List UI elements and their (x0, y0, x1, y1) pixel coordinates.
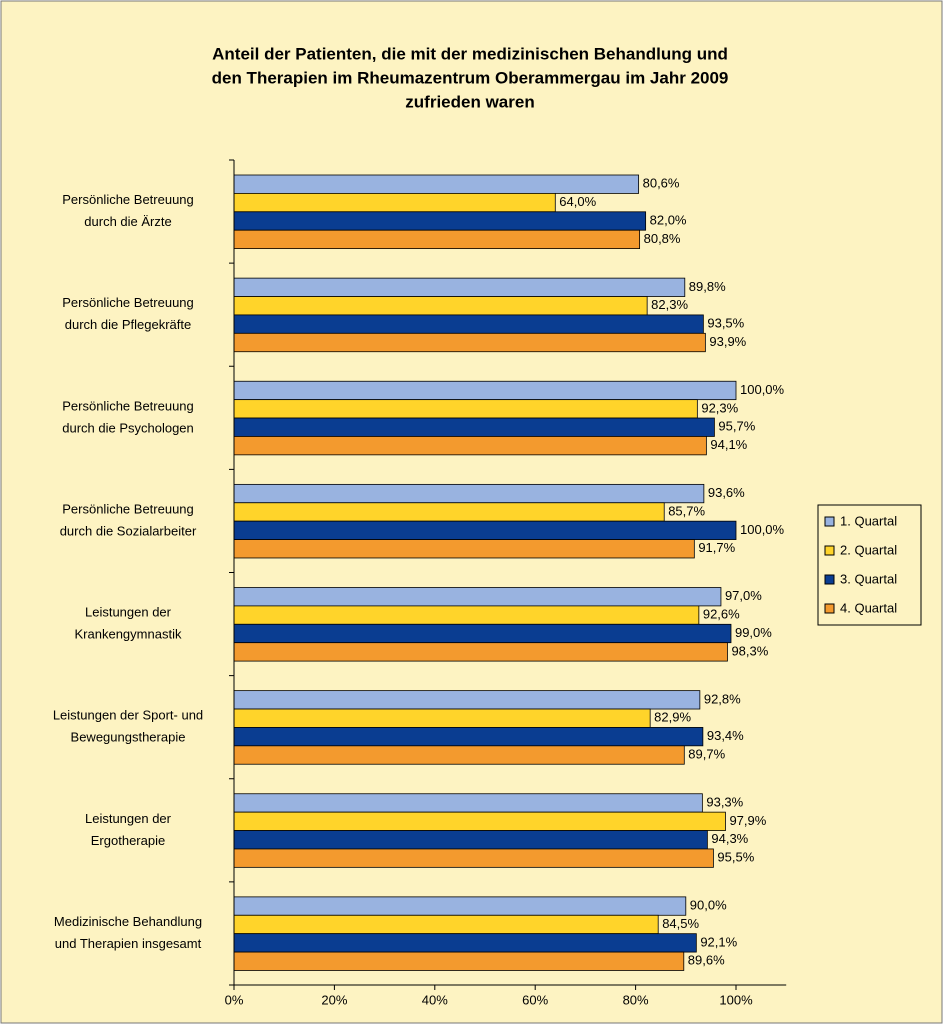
value-label: 92,8% (704, 691, 741, 706)
y-tick-label: Persönliche Betreuung (62, 192, 194, 207)
bar (233, 690, 701, 710)
y-tick-label: Leistungen der (85, 811, 172, 826)
y-tick-label: durch die Ärzte (84, 214, 171, 229)
value-label: 84,5% (662, 916, 699, 931)
value-label: 89,7% (688, 746, 725, 761)
value-label: 92,1% (700, 934, 737, 949)
value-label: 92,6% (703, 607, 740, 622)
value-label: 97,0% (725, 588, 762, 603)
y-tick-label: Leistungen der (85, 605, 172, 620)
value-label: 82,0% (650, 212, 687, 227)
bar (233, 708, 651, 728)
value-label: 80,6% (643, 176, 680, 191)
value-label: 93,9% (709, 334, 746, 349)
legend-swatch (824, 603, 835, 614)
bar (233, 174, 640, 194)
value-label: 93,6% (708, 485, 745, 500)
bar (233, 933, 697, 953)
value-label: 100,0% (740, 522, 785, 537)
value-label: 94,3% (711, 831, 748, 846)
y-tick-label: Persönliche Betreuung (62, 501, 194, 516)
value-label: 95,7% (718, 419, 755, 434)
legend-swatch (824, 516, 835, 527)
x-tick-label: 0% (225, 992, 244, 1007)
value-label: 98,3% (731, 643, 768, 658)
value-label: 91,7% (698, 540, 735, 555)
legend-swatch (824, 545, 835, 556)
y-tick-label: Leistungen der Sport- und (53, 708, 203, 723)
value-label: 89,6% (688, 953, 725, 968)
legend-label: 3. Quartal (840, 571, 897, 586)
y-tick-label: Ergotherapie (91, 833, 165, 848)
x-tick-label: 40% (422, 992, 448, 1007)
bar (233, 229, 641, 249)
x-tick-label: 100% (719, 992, 753, 1007)
y-tick-label: Krankengymnastik (75, 627, 182, 642)
x-tick-label: 20% (321, 992, 347, 1007)
value-label: 97,9% (729, 813, 766, 828)
bar (233, 417, 715, 437)
chart-title: zufrieden waren (405, 92, 534, 111)
bar (233, 436, 707, 456)
y-tick-label: Persönliche Betreuung (62, 295, 194, 310)
bar (233, 502, 665, 522)
chart-title: den Therapien im Rheumazentrum Oberammer… (212, 68, 729, 87)
y-tick-label: Bewegungstherapie (71, 730, 186, 745)
legend-box (817, 504, 922, 626)
bar (233, 811, 726, 831)
bar (233, 277, 686, 297)
value-label: 95,5% (717, 850, 754, 865)
bar (233, 793, 703, 813)
value-label: 93,5% (707, 316, 744, 331)
bar (233, 332, 706, 353)
value-label: 93,3% (706, 794, 743, 809)
y-tick-label: durch die Sozialarbeiter (60, 523, 197, 538)
y-tick-label: durch die Pflegekräfte (65, 317, 191, 332)
y-tick-label: und Therapien insgesamt (55, 936, 202, 951)
y-tick-label: Persönliche Betreuung (62, 398, 194, 413)
x-tick-label: 60% (522, 992, 548, 1007)
bar (233, 211, 647, 231)
bar (233, 642, 728, 662)
bar (233, 745, 685, 765)
chart-title: Anteil der Patienten, die mit der medizi… (212, 44, 728, 63)
bar (233, 951, 685, 971)
legend-swatch (824, 574, 835, 585)
bar (233, 314, 704, 334)
bar (233, 848, 714, 868)
bar (233, 727, 704, 747)
y-tick-label: Medizinische Behandlung (54, 914, 202, 929)
value-label: 89,8% (689, 279, 726, 294)
legend-label: 2. Quartal (840, 542, 897, 557)
bar (233, 399, 698, 419)
value-label: 80,8% (644, 231, 681, 246)
value-label: 100,0% (740, 382, 785, 397)
legend-label: 4. Quartal (840, 600, 897, 615)
bar (233, 587, 722, 607)
y-tick-label: durch die Psychologen (62, 420, 194, 435)
value-label: 64,0% (559, 194, 596, 209)
value-label: 82,3% (651, 297, 688, 312)
value-label: 93,4% (707, 728, 744, 743)
value-label: 90,0% (690, 898, 727, 913)
bar (233, 830, 708, 850)
bar (233, 192, 556, 213)
bar (233, 520, 737, 540)
value-label: 99,0% (735, 625, 772, 640)
value-label: 85,7% (668, 503, 705, 518)
bar (233, 539, 695, 559)
bar (233, 623, 732, 644)
value-label: 92,3% (701, 400, 738, 415)
x-tick-label: 80% (623, 992, 649, 1007)
bar (233, 605, 700, 625)
bar (233, 483, 705, 504)
bar (233, 380, 737, 401)
value-label: 94,1% (710, 437, 747, 452)
bar (233, 296, 648, 316)
value-label: 82,9% (654, 710, 691, 725)
bar (233, 914, 659, 935)
bar (233, 896, 687, 916)
legend-label: 1. Quartal (840, 513, 897, 528)
